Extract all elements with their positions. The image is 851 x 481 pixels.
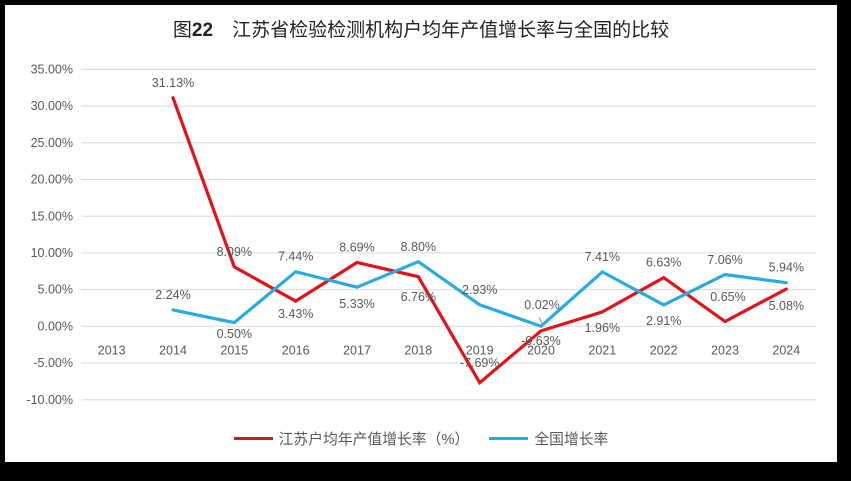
svg-text:7.06%: 7.06% xyxy=(707,253,742,267)
svg-text:20.00%: 20.00% xyxy=(31,173,73,187)
svg-text:7.44%: 7.44% xyxy=(278,250,313,264)
svg-text:6.63%: 6.63% xyxy=(646,256,681,270)
svg-text:15.00%: 15.00% xyxy=(31,209,73,223)
svg-text:0.50%: 0.50% xyxy=(217,327,252,341)
svg-text:25.00%: 25.00% xyxy=(31,136,73,150)
svg-text:5.00%: 5.00% xyxy=(38,283,73,297)
svg-text:1.96%: 1.96% xyxy=(585,321,620,335)
svg-text:5.33%: 5.33% xyxy=(339,297,374,311)
svg-text:2013: 2013 xyxy=(98,344,126,358)
svg-text:-5.00%: -5.00% xyxy=(33,356,73,370)
svg-text:8.69%: 8.69% xyxy=(339,241,374,255)
svg-text:2016: 2016 xyxy=(282,344,310,358)
svg-text:30.00%: 30.00% xyxy=(31,99,73,113)
svg-text:2.93%: 2.93% xyxy=(462,283,497,297)
svg-text:2.24%: 2.24% xyxy=(155,288,190,302)
svg-text:0.00%: 0.00% xyxy=(38,319,73,333)
svg-text:2022: 2022 xyxy=(650,344,678,358)
svg-text:-7.69%: -7.69% xyxy=(460,356,500,370)
svg-text:6.76%: 6.76% xyxy=(401,290,436,304)
svg-text:5.08%: 5.08% xyxy=(769,299,804,313)
svg-text:2014: 2014 xyxy=(159,344,187,358)
svg-text:2024: 2024 xyxy=(772,344,800,358)
svg-text:35.00%: 35.00% xyxy=(31,63,73,77)
svg-text:8.80%: 8.80% xyxy=(401,240,436,254)
svg-text:0.65%: 0.65% xyxy=(710,290,745,304)
svg-text:2018: 2018 xyxy=(404,344,432,358)
svg-text:8.09%: 8.09% xyxy=(217,245,252,259)
svg-text:0.02%: 0.02% xyxy=(524,298,559,312)
svg-text:2021: 2021 xyxy=(588,344,616,358)
svg-text:2015: 2015 xyxy=(220,344,248,358)
svg-text:5.94%: 5.94% xyxy=(769,261,804,275)
svg-text:-0.63%: -0.63% xyxy=(521,334,561,348)
svg-text:2.91%: 2.91% xyxy=(646,314,681,328)
svg-text:2023: 2023 xyxy=(711,344,739,358)
svg-text:-10.00%: -10.00% xyxy=(26,393,73,407)
svg-text:10.00%: 10.00% xyxy=(31,246,73,260)
svg-text:2017: 2017 xyxy=(343,344,371,358)
svg-text:31.13%: 31.13% xyxy=(152,76,194,90)
svg-text:7.41%: 7.41% xyxy=(585,250,620,264)
svg-text:3.43%: 3.43% xyxy=(278,307,313,321)
